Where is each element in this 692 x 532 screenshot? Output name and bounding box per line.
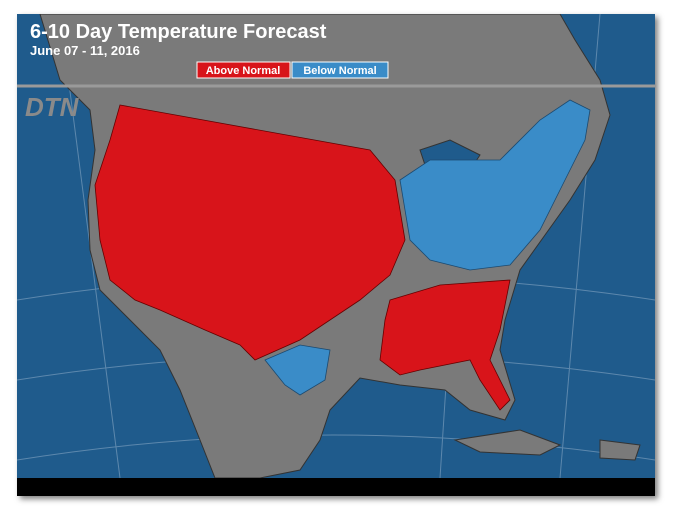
above-normal-southeast [379,279,511,411]
above-normal-west [94,104,406,361]
date: June 07 - 11, 2016 [30,43,140,58]
hispaniola [599,439,641,461]
below-normal-northeast [399,99,591,271]
logo: DTN [25,92,80,122]
legend-below-box [291,61,389,79]
below-normal-texas [264,344,331,396]
legend-above-box [196,61,291,79]
legend-above-label: Above Normal [206,65,281,77]
title: 6-10 Day Temperature Forecast [30,21,327,43]
cuba [453,429,562,456]
legend-below-label: Below Normal [303,65,376,77]
map: DTN 6-10 Day Temperature Forecast June 0… [17,14,655,478]
